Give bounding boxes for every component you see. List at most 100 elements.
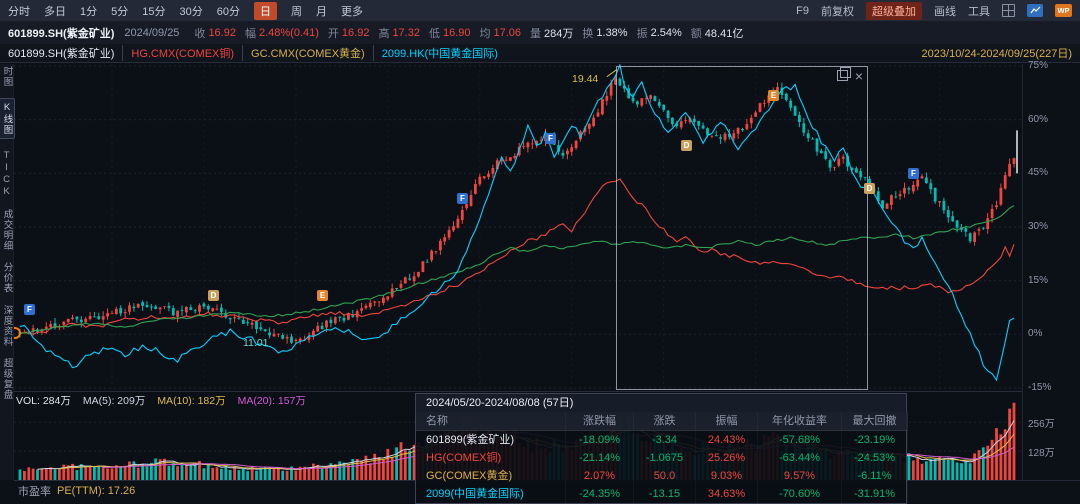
stats-cell: 34.63% xyxy=(696,485,758,503)
super-overlay-button[interactable]: 超级叠加 xyxy=(866,1,922,20)
period-tab-1min[interactable]: 1分 xyxy=(80,5,98,18)
event-badge-f[interactable]: F xyxy=(908,168,919,179)
selection-controls xyxy=(836,67,863,81)
quote-bar: 601899.SH(紫金矿业) 2024/09/25 收 16.92 幅 2.48%… xyxy=(0,22,1080,44)
sidebar-item-shitu[interactable]: 时图 xyxy=(1,66,13,87)
period-tab-weekly[interactable]: 周 xyxy=(291,5,302,18)
sidebar-item-chaojifupan[interactable]: 超级复盘 xyxy=(1,357,13,400)
sidebar-item-kline-active[interactable]: K线图 xyxy=(0,98,15,139)
stats-cell: -18.09% xyxy=(566,431,634,449)
stats-grid: 名称 涨跌幅 涨跌 振幅 年化收益率 最大回撤 601899(紫金矿业) -18… xyxy=(416,412,908,503)
legend-item-hg[interactable]: HG.CMX(COMEX铜) xyxy=(122,45,242,61)
vol-ma20-label: MA(20): 157万 xyxy=(237,395,306,407)
wp-badge-icon[interactable]: WP xyxy=(1055,4,1072,17)
price-axis-tick: -15% xyxy=(1028,382,1052,393)
volume-axis-tick: 256万 xyxy=(1028,419,1055,430)
period-tab-30min[interactable]: 30分 xyxy=(179,5,203,18)
duplicate-selection-icon[interactable] xyxy=(836,67,851,81)
f9-shortcut-label[interactable]: F9 xyxy=(796,4,809,17)
grid-layout-icon[interactable] xyxy=(1002,4,1015,17)
field-label-open: 开 xyxy=(327,28,339,40)
legend-item-gc[interactable]: GC.CMX(COMEX黄金) xyxy=(242,45,373,61)
field-value-chg: 2.48%(0.41) xyxy=(258,27,319,39)
legend-item-601899[interactable]: 601899.SH(紫金矿业) xyxy=(8,48,115,60)
price-axis-tick: 0% xyxy=(1028,328,1043,339)
price-axis-tick: 30% xyxy=(1028,221,1049,232)
volume-axis-tick: 128万 xyxy=(1028,448,1055,459)
field-value-low: 16.90 xyxy=(442,27,471,39)
period-tab-15min[interactable]: 15分 xyxy=(142,5,166,18)
vol-ma5-label: MA(5): 209万 xyxy=(82,395,146,407)
tools-button[interactable]: 工具 xyxy=(968,5,990,18)
stats-cell: -13.15 xyxy=(634,485,696,503)
chart-window-icon[interactable] xyxy=(1027,4,1043,17)
event-badge-f[interactable]: F xyxy=(457,193,468,204)
field-label-vol: 量 xyxy=(530,28,542,40)
event-badge-f[interactable]: F xyxy=(24,304,35,315)
field-value-turnover: 1.38% xyxy=(596,27,628,39)
period-tab-5min[interactable]: 5分 xyxy=(111,5,129,18)
toolbar-right: F9 前复权 超级叠加 画线 工具 WP xyxy=(796,1,1072,20)
field-label-low: 低 xyxy=(428,28,440,40)
field-label-amp: 振 xyxy=(636,28,648,40)
field-value-amp: 2.54% xyxy=(650,27,682,39)
period-tab-duori[interactable]: 多日 xyxy=(44,5,66,18)
stats-row-name: HG(COMEX铜) xyxy=(416,449,566,467)
period-tabs: 分时 多日 1分 5分 15分 30分 60分 日 周 月 更多 xyxy=(8,1,363,20)
field-label-turnover: 换 xyxy=(582,28,594,40)
vol-label: VOL: 284万 xyxy=(16,395,71,407)
sidebar-item-fenjiabiao[interactable]: 分价表 xyxy=(1,262,13,294)
period-toolbar: 分时 多日 1分 5分 15分 30分 60分 日 周 月 更多 F9 前复权 … xyxy=(0,0,1080,22)
close-selection-icon[interactable] xyxy=(855,71,863,81)
stock-symbol[interactable]: 601899.SH(紫金矿业) xyxy=(8,28,115,40)
stats-cell: 50.0 xyxy=(634,467,696,485)
period-tab-fenshi[interactable]: 分时 xyxy=(8,5,30,18)
price-axis-tick: 15% xyxy=(1028,275,1049,286)
selection-box[interactable] xyxy=(616,66,868,390)
col-header-pct-change: 涨跌幅 xyxy=(566,412,634,431)
stats-cell: -3.34 xyxy=(634,431,696,449)
field-label-chg: 幅 xyxy=(244,28,256,40)
draw-line-button[interactable]: 画线 xyxy=(934,5,956,18)
stats-cell: -63.44% xyxy=(758,449,842,467)
period-tab-more[interactable]: 更多 xyxy=(341,5,363,18)
period-tab-daily-active[interactable]: 日 xyxy=(254,1,277,20)
sidebar-item-chengjiaomingxi[interactable]: 成交明细 xyxy=(1,209,13,251)
period-tab-monthly[interactable]: 月 xyxy=(316,5,327,18)
stats-cell: -31.91% xyxy=(842,485,908,503)
event-badge-d[interactable]: D xyxy=(208,290,219,301)
event-badge-d[interactable]: D xyxy=(864,183,875,194)
period-tab-60min[interactable]: 60分 xyxy=(216,5,240,18)
sidebar-item-tick[interactable]: TICK xyxy=(1,150,12,198)
stats-cell: -70.60% xyxy=(758,485,842,503)
stats-cell: -21.14% xyxy=(566,449,634,467)
field-label-amount: 额 xyxy=(690,28,702,40)
legend-item-2099[interactable]: 2099.HK(中国黄金国际) xyxy=(372,45,506,61)
stats-row-name: GC(COMEX黄金) xyxy=(416,467,566,485)
field-value-open: 16.92 xyxy=(341,27,370,39)
stats-cell: 2.07% xyxy=(566,467,634,485)
field-value-amount: 48.41亿 xyxy=(704,28,744,40)
stats-row-name: 601899(紫金矿业) xyxy=(416,431,566,449)
range-stats-table: 2024/05/20-2024/08/08 (57日) 名称 涨跌幅 涨跌 振幅… xyxy=(415,393,908,504)
stats-cell: -6.11% xyxy=(842,467,908,485)
price-axis-tick: 45% xyxy=(1028,167,1049,178)
stats-title: 2024/05/20-2024/08/08 (57日) xyxy=(416,394,906,412)
stats-cell: -23.19% xyxy=(842,431,908,449)
event-badge-e[interactable]: E xyxy=(768,90,779,101)
event-badge-d[interactable]: D xyxy=(681,140,692,151)
event-badge-e[interactable]: E xyxy=(317,290,328,301)
col-header-change: 涨跌 xyxy=(634,412,696,431)
sidebar-item-shenduziliao[interactable]: 深度资料 xyxy=(1,304,13,347)
quote-date: 2024/09/25 xyxy=(124,27,180,39)
col-header-annualized: 年化收益率 xyxy=(758,412,842,431)
field-value-vol: 284万 xyxy=(544,28,574,40)
field-label-high: 高 xyxy=(378,28,390,40)
field-label-avg: 均 xyxy=(479,28,491,40)
adjust-mode-button[interactable]: 前复权 xyxy=(821,5,854,18)
col-header-name: 名称 xyxy=(416,412,566,431)
col-header-drawdown: 最大回撤 xyxy=(842,412,908,431)
event-badge-f[interactable]: F xyxy=(545,133,556,144)
